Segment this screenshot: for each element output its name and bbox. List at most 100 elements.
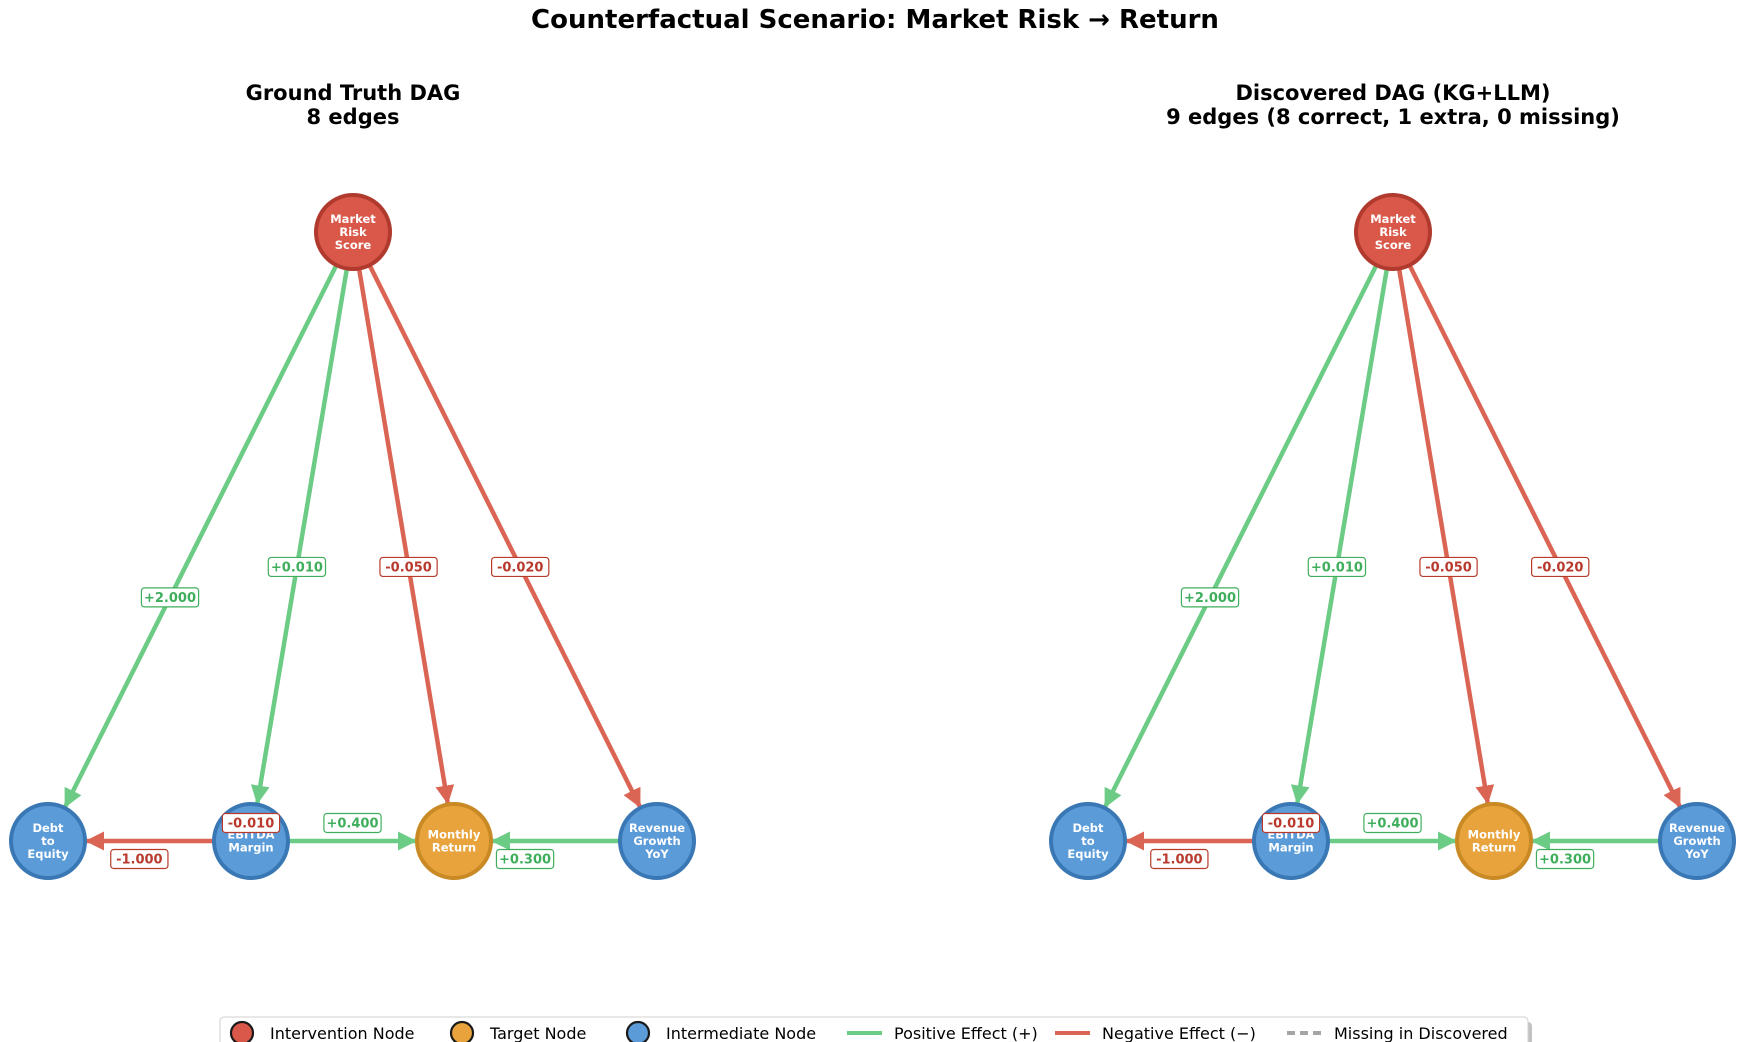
legend-positive-label: Positive Effect (+) <box>894 1024 1038 1042</box>
edge-label-text: +2.000 <box>1184 591 1236 606</box>
node-debt-label: Debt <box>1072 821 1104 835</box>
edge-label-risk-to-revenue: -0.020 <box>491 556 550 578</box>
edge-label-text: -0.050 <box>1425 560 1472 575</box>
node-revenue-label: Revenue <box>1669 821 1725 835</box>
legend-item-intermediate: Intermediate Node <box>625 1020 816 1042</box>
node-monthly-circle <box>1455 802 1533 880</box>
edge-label-text: -0.020 <box>497 560 544 575</box>
node-debt-circle <box>1049 802 1127 880</box>
ground-truth-edge-labels: +2.000 +0.010 -0.050 -0.020 -1.000 +0.400 +0.3… <box>110 556 555 870</box>
legend-intermediate-label: Intermediate Node <box>666 1024 816 1042</box>
edge-label-text: -0.010 <box>1268 817 1315 832</box>
node-risk-circle <box>1354 193 1432 271</box>
edge-label-risk-to-monthly: -0.050 <box>379 556 438 578</box>
edge-label-text: +2.000 <box>144 591 196 606</box>
edge-label-box <box>221 812 281 834</box>
node-debt-label: Debt <box>32 821 64 835</box>
edge-label-text: -1.000 <box>116 853 163 868</box>
panel-discovered-subtitle: 9 edges (8 correct, 1 extra, 0 missing) <box>1166 105 1620 129</box>
edge-label-ebitda-to-ebitda: -0.010 <box>221 812 281 834</box>
node-debt-label: Equity <box>1067 847 1109 861</box>
panel-discovered: Discovered DAG (KG+LLM) 9 edges (8 corre… <box>1049 81 1736 880</box>
ground-truth-nodes: MarketRiskScoreDebttoEquityEBITDAMarginM… <box>9 193 696 880</box>
legend: Intervention Node Target Node Intermediate… <box>219 1016 1532 1042</box>
edge-label-ebitda-to-monthly: +0.400 <box>1363 812 1422 834</box>
discovered-nodes: MarketRiskScoreDebttoEquityEBITDAMarginM… <box>1049 193 1736 880</box>
legend-item-intervention: Intervention Node <box>229 1020 415 1042</box>
legend-item-negative: Negative Effect (−) <box>1055 1024 1256 1042</box>
edge-label-box <box>495 848 555 870</box>
edge-label-box <box>1363 812 1422 834</box>
edge-label-text: +0.400 <box>326 817 378 832</box>
node-risk-label: Risk <box>339 225 367 239</box>
edge-label-risk-to-monthly: -0.050 <box>1419 556 1478 578</box>
node-debt-label: to <box>41 834 54 848</box>
edge-label-text: -0.020 <box>1537 560 1584 575</box>
edge-label-risk-to-debt: +2.000 <box>1180 587 1240 608</box>
legend-item-target: Target Node <box>449 1020 586 1042</box>
edge-label-ebitda-to-ebitda: -0.010 <box>1261 812 1321 834</box>
edge-label-box <box>1419 556 1478 578</box>
node-revenue-label: YoY <box>644 847 669 861</box>
node-risk-label: Score <box>335 238 372 252</box>
legend-missing-label: Missing in Discovered <box>1334 1024 1508 1042</box>
edge-label-box <box>140 587 200 608</box>
edge-risk-to-debt <box>1103 263 1379 809</box>
edge-label-text: +0.010 <box>271 560 323 575</box>
edge-label-ebitda-to-debt: -1.000 <box>1150 848 1209 870</box>
node-monthly-label: Return <box>1472 841 1516 855</box>
edge-label-revenue-to-monthly: +0.300 <box>1535 848 1595 870</box>
discovered-edges <box>1103 263 1682 851</box>
node-revenue-circle <box>1658 802 1736 880</box>
edge-label-box <box>379 556 438 578</box>
node-debt-circle <box>9 802 87 880</box>
edge-label-box <box>491 556 550 578</box>
figure-title: Counterfactual Scenario: Market Risk → R… <box>531 5 1219 35</box>
legend-target-label: Target Node <box>489 1024 586 1042</box>
edge-label-text: -0.010 <box>228 817 275 832</box>
edge-label-box <box>1150 848 1209 870</box>
edge-risk-to-ebitda <box>1290 267 1389 805</box>
edge-label-box <box>1535 848 1595 870</box>
legend-intermediate-marker <box>625 1020 651 1042</box>
node-debt-label: Equity <box>27 847 69 861</box>
edge-risk-to-debt <box>63 263 339 809</box>
panel-discovered-title: Discovered DAG (KG+LLM) <box>1235 81 1550 105</box>
node-risk-circle <box>314 193 392 271</box>
node-monthly-label: Return <box>432 841 476 855</box>
edge-label-box <box>110 848 169 870</box>
node-monthly-label: Monthly <box>428 828 481 842</box>
edge-label-risk-to-ebitda: +0.010 <box>267 556 327 578</box>
node-revenue-label: YoY <box>1684 847 1709 861</box>
node-risk-label: Risk <box>1379 225 1407 239</box>
edge-risk-to-monthly <box>1396 267 1495 805</box>
node-revenue-label: Growth <box>633 834 680 848</box>
node-debt-label: to <box>1081 834 1094 848</box>
edge-label-ebitda-to-debt: -1.000 <box>110 848 169 870</box>
edge-label-box <box>1261 812 1321 834</box>
node-risk-label: Market <box>330 212 376 226</box>
edge-label-box <box>1307 556 1367 578</box>
edge-label-text: +0.300 <box>499 853 551 868</box>
node-monthly-label: Monthly <box>1468 828 1521 842</box>
node-risk-label: Market <box>1370 212 1416 226</box>
edge-label-risk-to-revenue: -0.020 <box>1530 556 1590 578</box>
legend-item-missing: Missing in Discovered <box>1287 1024 1508 1042</box>
node-monthly-circle <box>415 802 493 880</box>
panel-ground-truth-title: Ground Truth DAG <box>246 81 461 105</box>
panel-ground-truth-subtitle: 8 edges <box>307 105 400 129</box>
edge-label-text: -1.000 <box>1156 853 1203 868</box>
ground-truth-edges <box>63 263 642 851</box>
edge-label-risk-to-ebitda: +0.010 <box>1307 556 1367 578</box>
edge-label-risk-to-debt: +2.000 <box>140 587 200 608</box>
discovered-edge-labels: +2.000 +0.010 -0.050 -0.020 -1.000 +0.400 +0.3… <box>1150 556 1595 870</box>
legend-item-positive: Positive Effect (+) <box>847 1024 1038 1042</box>
